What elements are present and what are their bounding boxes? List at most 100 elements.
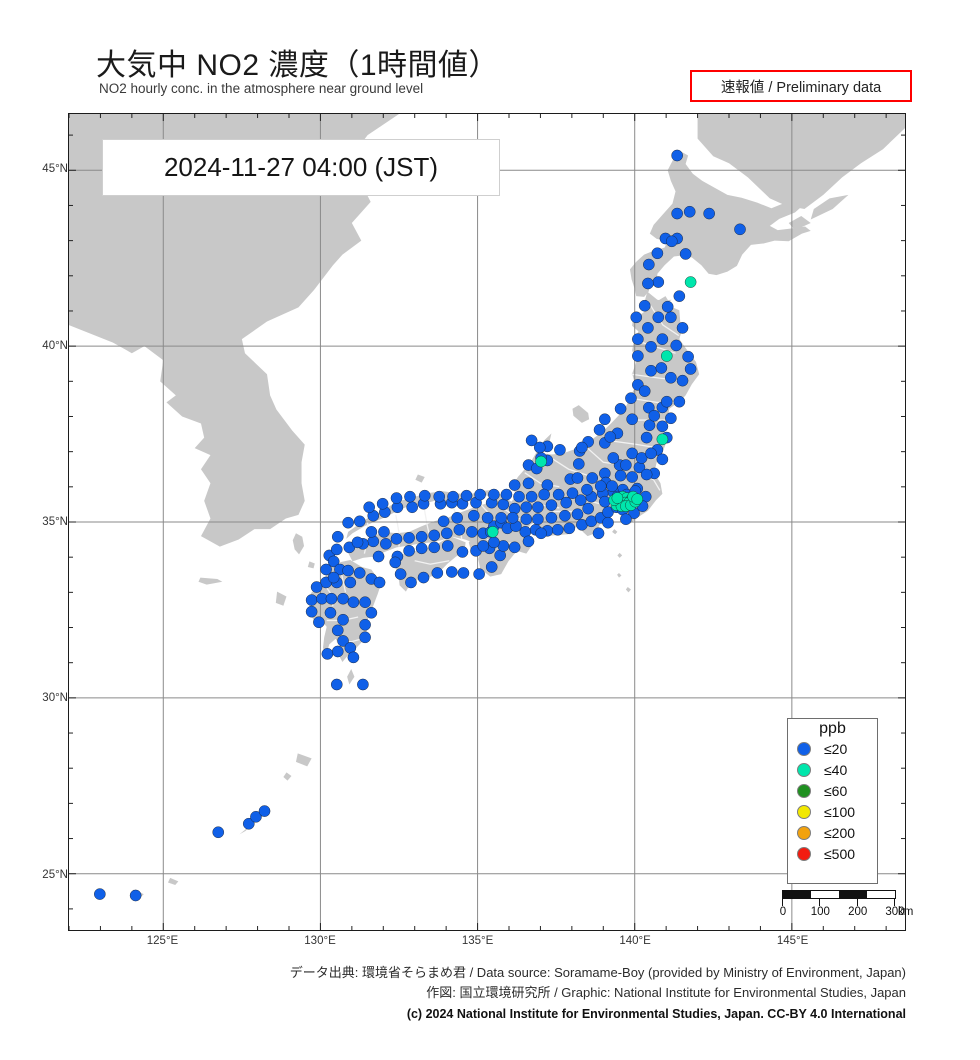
station-point[interactable]	[365, 606, 378, 619]
station-point[interactable]	[327, 555, 340, 568]
station-point[interactable]	[380, 538, 392, 550]
station-point[interactable]	[508, 479, 521, 491]
station-point[interactable]	[656, 433, 669, 446]
station-point[interactable]	[625, 392, 637, 404]
station-point[interactable]	[508, 541, 521, 554]
station-point[interactable]	[500, 488, 513, 501]
station-point[interactable]	[347, 651, 360, 664]
station-point[interactable]	[581, 483, 593, 496]
station-point[interactable]	[671, 149, 683, 162]
station-point[interactable]	[661, 300, 674, 313]
station-point[interactable]	[651, 247, 664, 260]
station-point[interactable]	[582, 502, 594, 515]
map-plot-area[interactable]	[68, 113, 906, 931]
station-point[interactable]	[559, 509, 571, 522]
station-point[interactable]	[418, 489, 431, 502]
station-point[interactable]	[403, 545, 415, 557]
station-point[interactable]	[460, 489, 473, 502]
station-point[interactable]	[566, 487, 579, 499]
station-point[interactable]	[485, 561, 498, 573]
station-point[interactable]	[525, 434, 538, 447]
station-point[interactable]	[676, 322, 689, 334]
station-point[interactable]	[648, 409, 660, 422]
station-point[interactable]	[250, 810, 262, 823]
station-point[interactable]	[643, 419, 656, 432]
station-point[interactable]	[626, 413, 638, 426]
station-point[interactable]	[606, 480, 618, 492]
station-point[interactable]	[486, 526, 499, 538]
station-point[interactable]	[373, 576, 386, 589]
station-point[interactable]	[734, 223, 746, 236]
station-point[interactable]	[456, 546, 469, 558]
station-point[interactable]	[682, 350, 694, 363]
station-point[interactable]	[359, 631, 371, 644]
station-point[interactable]	[310, 581, 323, 593]
station-point[interactable]	[305, 594, 318, 606]
station-point[interactable]	[242, 817, 255, 830]
station-point[interactable]	[337, 635, 349, 647]
station-point[interactable]	[404, 490, 416, 503]
station-point[interactable]	[656, 333, 669, 345]
station-point[interactable]	[337, 592, 349, 605]
station-point[interactable]	[545, 499, 558, 511]
station-point[interactable]	[563, 522, 576, 535]
station-point[interactable]	[495, 512, 507, 524]
station-point[interactable]	[353, 567, 366, 579]
station-point[interactable]	[481, 512, 494, 524]
station-point[interactable]	[417, 571, 430, 584]
station-point[interactable]	[330, 543, 343, 556]
station-point[interactable]	[640, 431, 653, 444]
station-point[interactable]	[522, 535, 535, 548]
station-point[interactable]	[433, 490, 446, 503]
station-point[interactable]	[632, 333, 644, 345]
station-point[interactable]	[635, 452, 648, 464]
station-point[interactable]	[665, 235, 678, 248]
station-point[interactable]	[670, 339, 683, 352]
station-point[interactable]	[365, 526, 378, 538]
station-point[interactable]	[586, 472, 599, 484]
station-point[interactable]	[676, 374, 689, 387]
station-point[interactable]	[607, 452, 620, 464]
station-point[interactable]	[372, 550, 385, 563]
station-point[interactable]	[671, 207, 683, 220]
station-point[interactable]	[602, 516, 614, 529]
station-point[interactable]	[359, 596, 371, 608]
station-point[interactable]	[330, 678, 343, 691]
station-point[interactable]	[415, 542, 428, 555]
station-point[interactable]	[351, 536, 364, 549]
station-point[interactable]	[630, 311, 643, 324]
station-point[interactable]	[535, 455, 547, 468]
station-point[interactable]	[320, 563, 332, 576]
station-point[interactable]	[652, 311, 665, 324]
station-point[interactable]	[313, 616, 325, 629]
station-point[interactable]	[325, 592, 338, 605]
station-point[interactable]	[212, 826, 225, 839]
station-point[interactable]	[488, 536, 500, 549]
station-point[interactable]	[533, 441, 546, 454]
station-point[interactable]	[643, 401, 655, 414]
station-point[interactable]	[445, 566, 458, 578]
station-point[interactable]	[660, 350, 673, 362]
station-point[interactable]	[428, 541, 441, 554]
station-point[interactable]	[363, 501, 375, 514]
station-point[interactable]	[643, 258, 655, 271]
station-point[interactable]	[532, 501, 544, 514]
station-point[interactable]	[535, 527, 547, 540]
station-point[interactable]	[642, 277, 654, 290]
station-point[interactable]	[545, 512, 558, 524]
station-point[interactable]	[703, 207, 715, 220]
station-point[interactable]	[497, 498, 510, 511]
station-point[interactable]	[347, 596, 360, 608]
station-point[interactable]	[640, 468, 653, 481]
station-point[interactable]	[453, 523, 466, 536]
station-point[interactable]	[665, 412, 677, 425]
station-point[interactable]	[574, 494, 587, 506]
station-point[interactable]	[638, 385, 651, 397]
station-point[interactable]	[473, 568, 485, 580]
station-point[interactable]	[506, 512, 519, 524]
station-point[interactable]	[451, 512, 463, 524]
station-point[interactable]	[466, 526, 478, 538]
station-point[interactable]	[344, 576, 357, 589]
map-canvas[interactable]	[69, 114, 905, 930]
station-point[interactable]	[538, 488, 550, 501]
